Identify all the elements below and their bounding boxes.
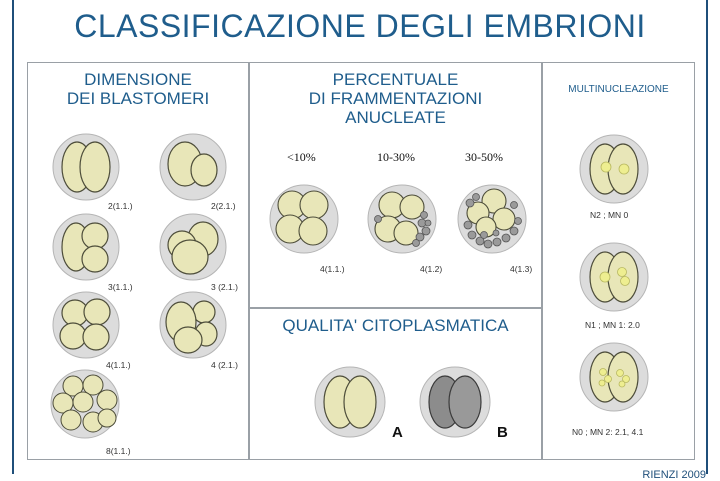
blastomeri-heading: DIMENSIONE DEI BLASTOMERI xyxy=(27,70,249,108)
label-frag-mid: 4(1.2) xyxy=(420,264,443,274)
footer-credit: RIENZI 2009 xyxy=(642,469,706,481)
percent-label-low: <10% xyxy=(287,150,316,164)
grade-a-label: A xyxy=(392,424,403,441)
blastomeri-heading-line1: DIMENSIONE xyxy=(84,70,192,89)
outer-frame xyxy=(12,0,708,474)
embryo-mn-2 xyxy=(579,342,649,412)
panel-citoplasmatica xyxy=(249,308,542,460)
embryo-frag-mid xyxy=(367,184,437,254)
embryo-frag-high xyxy=(457,184,527,254)
label-3-1-1: 3(1.1.) xyxy=(108,282,133,292)
frammentazioni-heading: PERCENTUALE DI FRAMMENTAZIONI ANUCLEATE xyxy=(249,70,542,127)
frammentazioni-heading-line2: DI FRAMMENTAZIONI xyxy=(308,89,483,108)
label-mn-1: N1 ; MN 1: 2.0 xyxy=(585,320,640,330)
embryo-3-2-1 xyxy=(159,213,227,281)
embryo-grade-a xyxy=(314,366,386,438)
label-3-2-1: 3 (2.1.) xyxy=(211,282,238,292)
label-8-1-1: 8(1.1.) xyxy=(106,446,131,456)
embryo-2-1-1 xyxy=(52,133,120,201)
embryo-mn-0 xyxy=(579,134,649,204)
label-4-1-1: 4(1.1.) xyxy=(106,360,131,370)
label-2-2-1: 2(2.1.) xyxy=(211,201,236,211)
page-title: CLASSIFICAZIONE DEGLI EMBRIONI xyxy=(74,8,646,44)
embryo-3-1-1 xyxy=(52,213,120,281)
label-frag-high: 4(1.3) xyxy=(510,264,533,274)
embryo-8-1-1 xyxy=(50,369,120,439)
label-frag-low: 4(1.1.) xyxy=(320,264,345,274)
label-2-1-1: 2(1.1.) xyxy=(108,201,133,211)
percent-label-high: 30-50% xyxy=(465,150,503,164)
percent-label-mid: 10-30% xyxy=(377,150,415,164)
label-4-2-1: 4 (2.1.) xyxy=(211,360,238,370)
embryo-2-2-1 xyxy=(159,133,227,201)
blastomeri-heading-line2: DEI BLASTOMERI xyxy=(66,89,210,108)
frammentazioni-heading-line3: ANUCLEATE xyxy=(345,108,446,127)
frammentazioni-heading-line1: PERCENTUALE xyxy=(332,70,459,89)
embryo-4-2-1 xyxy=(159,291,227,359)
label-mn-2: N0 ; MN 2: 2.1, 4.1 xyxy=(572,427,644,437)
panel-blastomeri xyxy=(27,62,249,460)
panel-multinucleazione xyxy=(542,62,695,460)
citoplasmatica-heading: QUALITA' CITOPLASMATICA xyxy=(282,316,509,335)
embryo-grade-b xyxy=(419,366,491,438)
grade-b-label: B xyxy=(497,424,508,441)
label-mn-0: N2 ; MN 0 xyxy=(590,210,629,220)
multinucleazione-heading: MULTINUCLEAZIONE xyxy=(568,84,669,95)
embryo-frag-low xyxy=(269,184,339,254)
panel-frammentazioni xyxy=(249,62,542,308)
embryo-mn-1 xyxy=(579,242,649,312)
embryo-4-1-1 xyxy=(52,291,120,359)
